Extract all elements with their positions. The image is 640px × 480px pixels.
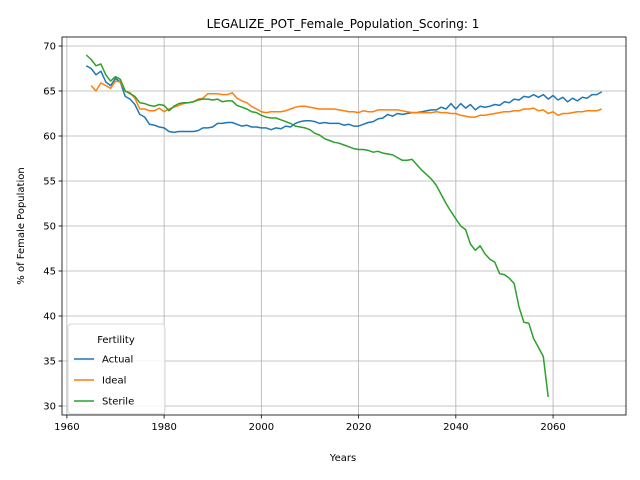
legend-label-ideal: Ideal — [102, 376, 126, 387]
y-tick-label: 30 — [43, 402, 56, 413]
y-tick-label: 40 — [43, 312, 56, 323]
legend-label-actual: Actual — [102, 355, 133, 366]
y-axis-ticks: 30 35 40 45 50 55 60 65 70 — [43, 42, 62, 413]
x-tick-label: 1980 — [151, 422, 176, 433]
legend-items: Actual Ideal Sterile — [74, 355, 134, 408]
y-tick-label: 50 — [43, 222, 56, 233]
series-line-ideal — [90, 80, 602, 118]
x-tick-label: 1960 — [54, 422, 79, 433]
y-tick-label: 65 — [43, 87, 56, 98]
legend-box — [67, 323, 166, 415]
series-line-sterile — [85, 54, 549, 398]
y-tick-label: 55 — [43, 177, 56, 188]
series-line-actual — [85, 65, 603, 134]
y-tick-label: 70 — [43, 42, 56, 53]
x-tick-label: 2020 — [346, 422, 371, 433]
x-axis-ticks: 1960 1980 2000 2020 2040 2060 — [54, 415, 566, 433]
x-tick-label: 2040 — [443, 422, 468, 433]
plot-lines — [85, 54, 603, 398]
x-tick-label: 2060 — [540, 422, 565, 433]
y-tick-label: 60 — [43, 132, 56, 143]
chart-title: LEGALIZE_POT_Female_Population_Scoring: … — [207, 17, 480, 31]
legend: Fertility Actual Ideal Sterile — [67, 323, 166, 415]
y-axis-label: % of Female Population — [16, 167, 27, 284]
legend-title: Fertility — [97, 335, 135, 346]
y-tick-label: 45 — [43, 267, 56, 278]
x-axis-label: Years — [329, 453, 356, 464]
y-tick-label: 35 — [43, 357, 56, 368]
legend-label-sterile: Sterile — [102, 397, 134, 408]
x-tick-label: 2000 — [249, 422, 274, 433]
